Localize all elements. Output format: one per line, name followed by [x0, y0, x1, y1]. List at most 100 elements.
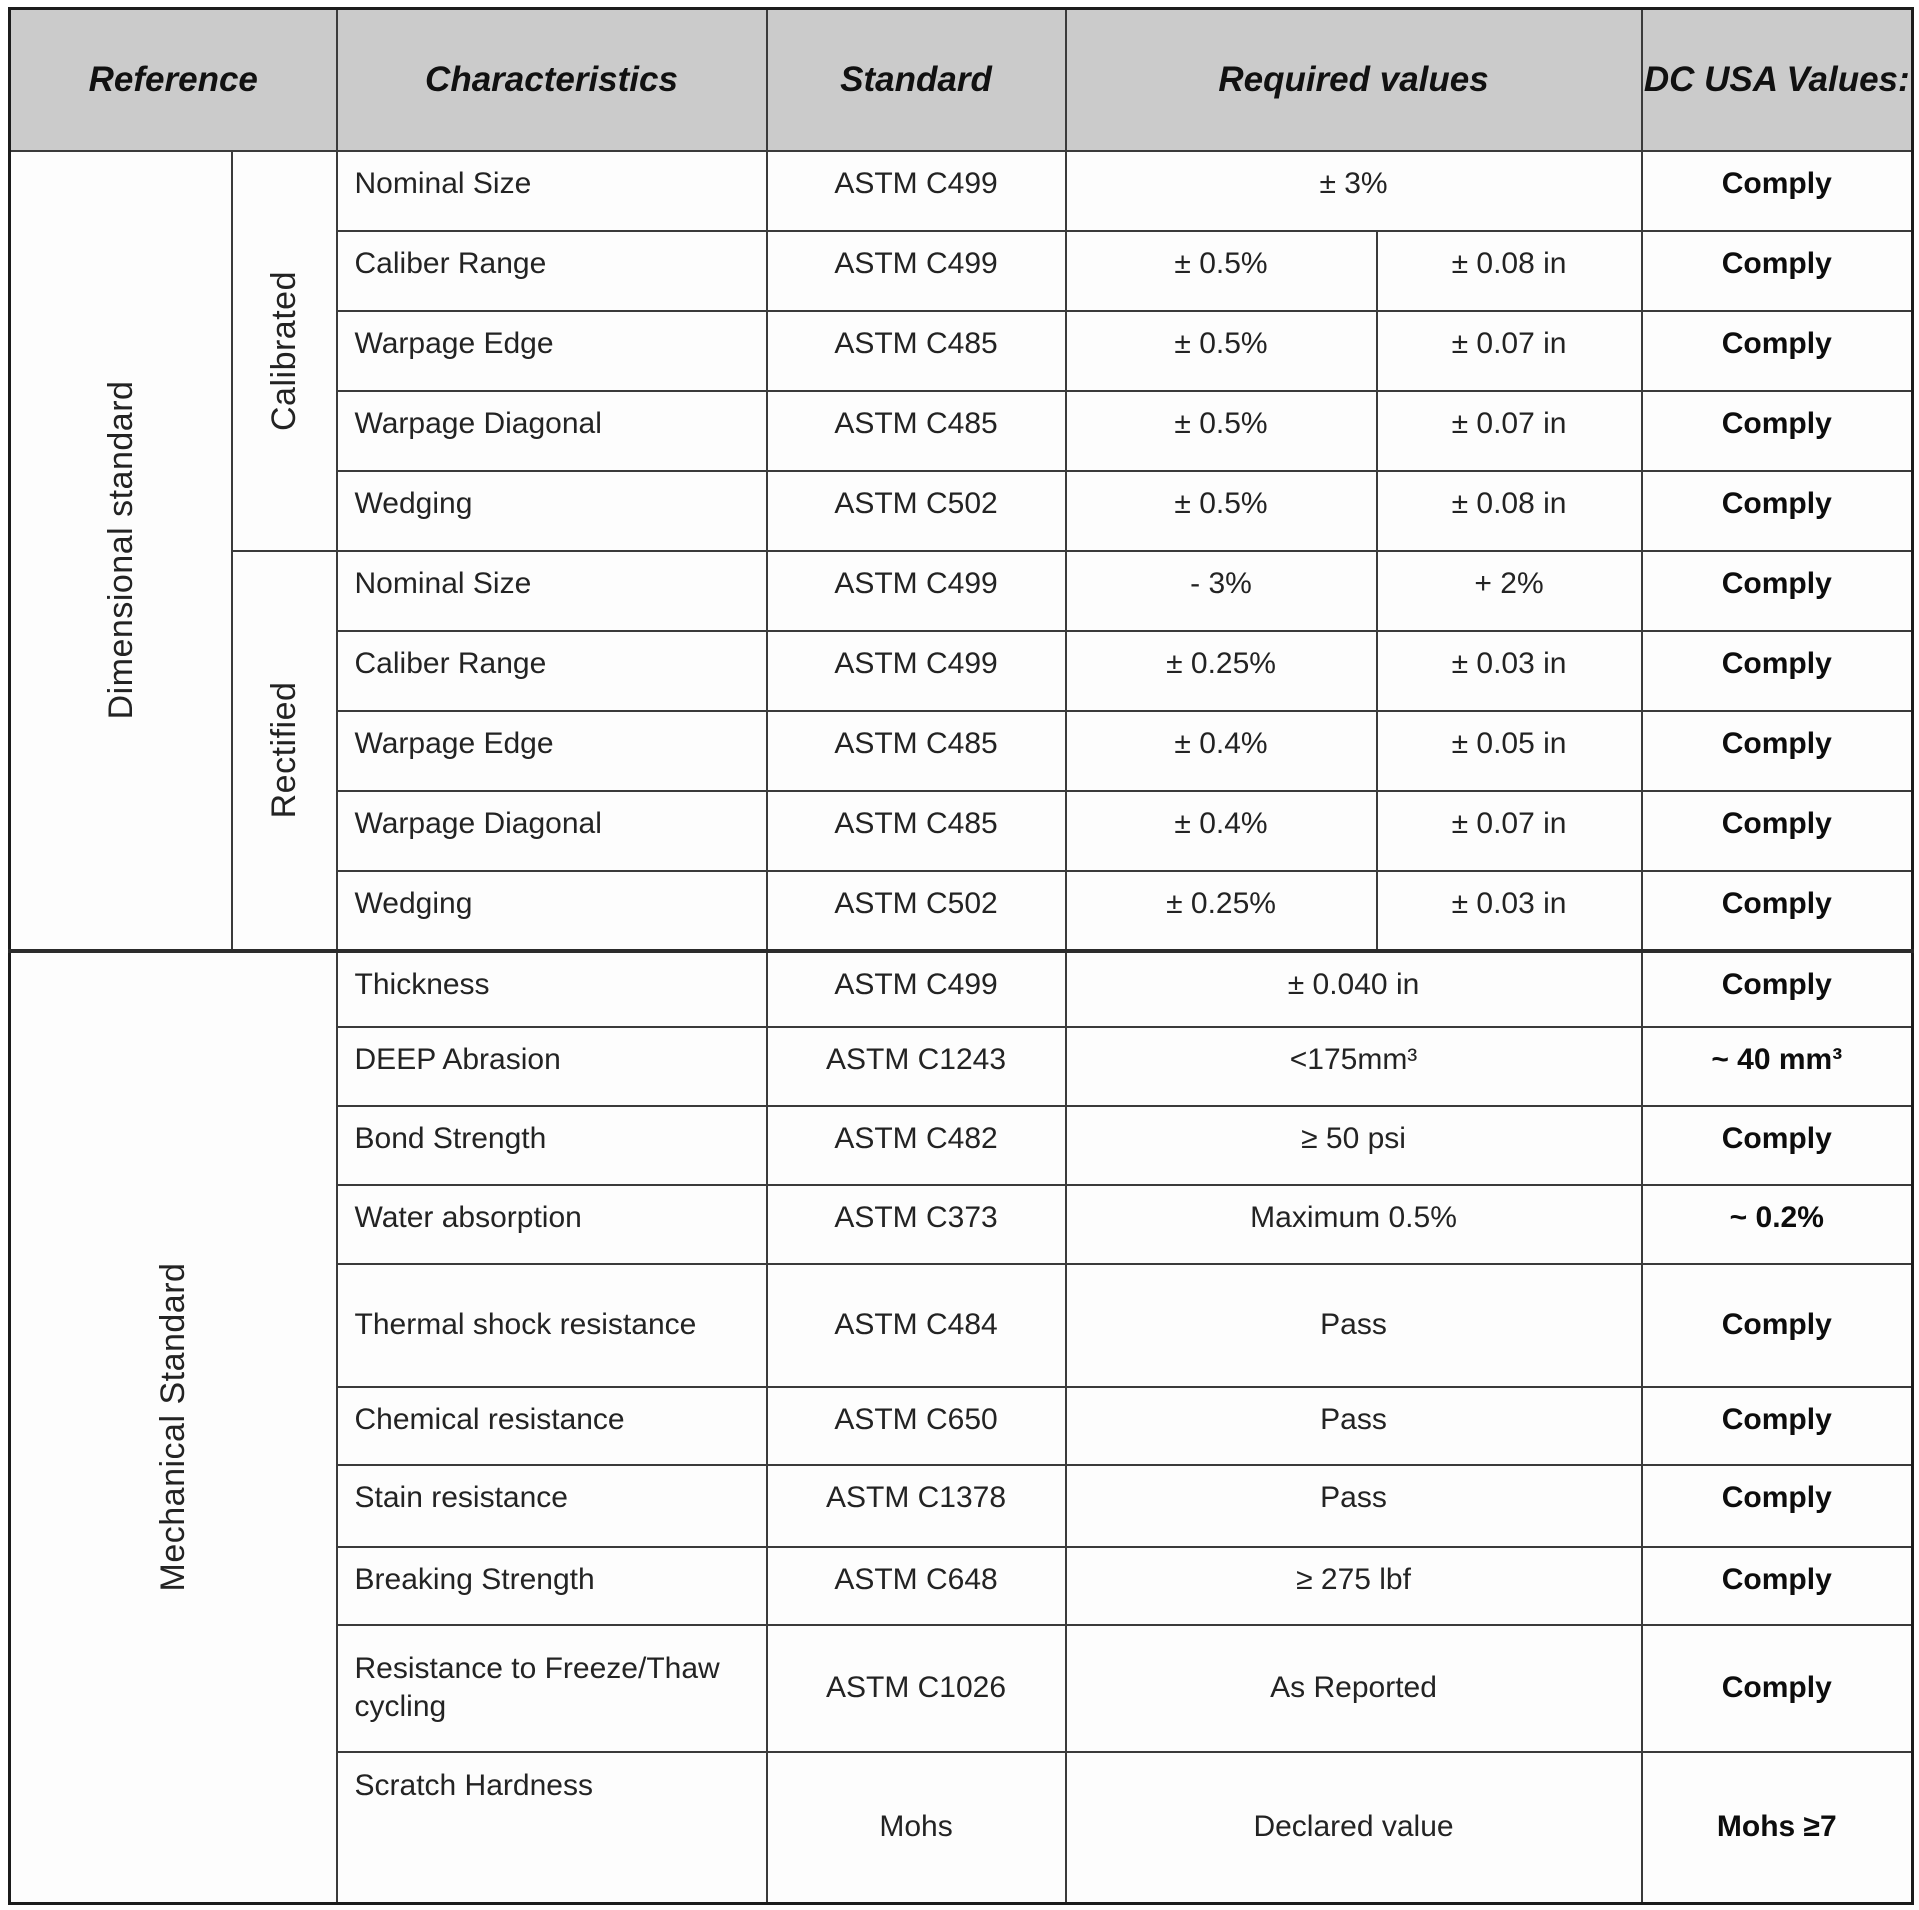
- table-row: Wedging ASTM C502 ± 0.25% ± 0.03 in Comp…: [10, 869, 1914, 952]
- standard-cell: ASTM C482: [765, 1104, 1067, 1186]
- table-row: Wedging ASTM C502 ± 0.5% ± 0.08 in Compl…: [10, 469, 1914, 552]
- column-header-standard: Standard: [765, 7, 1067, 152]
- standard-cell: ASTM C499: [765, 149, 1067, 232]
- required-value-cell: ± 0.040 in: [1064, 948, 1643, 1028]
- standard-cell: ASTM C499: [765, 948, 1067, 1028]
- required-value-cell: Pass: [1064, 1385, 1643, 1466]
- characteristic-cell: Caliber Range: [335, 629, 768, 712]
- dc-usa-value-cell: Comply: [1640, 1623, 1914, 1753]
- required-value-cell: ± 0.4%: [1064, 789, 1378, 872]
- dc-usa-value-cell: Comply: [1640, 1545, 1914, 1626]
- required-value-cell: ± 0.5%: [1064, 309, 1378, 392]
- table-row: Resistance to Freeze/Thaw cycling ASTM C…: [10, 1623, 1914, 1753]
- table-row: Chemical resistance ASTM C650 Pass Compl…: [10, 1385, 1914, 1466]
- table-row: Bond Strength ASTM C482 ≥ 50 psi Comply: [10, 1104, 1914, 1186]
- table-row: Dimensional standard Calibrated Nominal …: [8, 149, 1914, 952]
- required-value-cell: ± 3%: [1064, 149, 1643, 232]
- column-header-required-values: Required values: [1064, 7, 1643, 152]
- characteristic-cell: Warpage Diagonal: [335, 789, 768, 872]
- dc-usa-value-cell: Comply: [1640, 948, 1914, 1028]
- characteristic-cell: Warpage Edge: [335, 709, 768, 792]
- standard-cell: ASTM C502: [765, 469, 1067, 552]
- characteristic-cell: Warpage Edge: [335, 309, 768, 392]
- required-value-cell: ± 0.08 in: [1375, 469, 1643, 552]
- dc-usa-value-cell: Comply: [1640, 549, 1914, 632]
- section-label-cell-dimensional: Dimensional standard: [8, 149, 233, 952]
- characteristic-cell: Thickness: [335, 948, 768, 1028]
- standard-cell: ASTM C1026: [765, 1623, 1067, 1753]
- table-row: Water absorption ASTM C373 Maximum 0.5% …: [10, 1183, 1914, 1265]
- dc-usa-value-cell: Comply: [1640, 1104, 1914, 1186]
- required-value-cell: ± 0.5%: [1064, 229, 1378, 312]
- table-row: DEEP Abrasion ASTM C1243 <175mm³ ~ 40 mm…: [10, 1025, 1914, 1107]
- dc-usa-value-cell: Comply: [1640, 869, 1914, 952]
- required-value-cell: As Reported: [1064, 1623, 1643, 1753]
- characteristic-cell: Resistance to Freeze/Thaw cycling: [335, 1623, 768, 1753]
- characteristic-cell: Chemical resistance: [335, 1385, 768, 1466]
- compliance-table: Reference Characteristics Standard Requi…: [8, 7, 1915, 1905]
- dc-usa-value-cell: Comply: [1640, 389, 1914, 472]
- table-row: Mechanical Standard Thickness ASTM C499 …: [8, 948, 1914, 1905]
- column-header-characteristics: Characteristics: [335, 7, 768, 152]
- standard-cell: ASTM C484: [765, 1262, 1067, 1388]
- dc-usa-value-cell: Comply: [1640, 1262, 1914, 1388]
- required-value-cell: ± 0.07 in: [1375, 789, 1643, 872]
- dc-usa-value-cell: Comply: [1640, 229, 1914, 312]
- dc-usa-value-cell: Comply: [1640, 309, 1914, 392]
- dc-usa-value-cell: ~ 40 mm³: [1640, 1025, 1914, 1107]
- characteristic-cell: Water absorption: [335, 1183, 768, 1265]
- required-value-cell: ± 0.5%: [1064, 469, 1378, 552]
- standard-cell: ASTM C1243: [765, 1025, 1067, 1107]
- table-row: Thermal shock resistance ASTM C484 Pass …: [10, 1262, 1914, 1388]
- dc-usa-value-cell: Comply: [1640, 709, 1914, 792]
- header-row: Reference Characteristics Standard Requi…: [8, 7, 1914, 152]
- standard-cell: ASTM C499: [765, 229, 1067, 312]
- standard-cell: ASTM C650: [765, 1385, 1067, 1466]
- characteristic-cell: Wedging: [335, 869, 768, 952]
- table-row: Scratch Hardness Mohs Declared value Moh…: [10, 1750, 1914, 1905]
- table-row: Caliber Range ASTM C499 ± 0.25% ± 0.03 i…: [10, 629, 1914, 712]
- standard-cell: ASTM C648: [765, 1545, 1067, 1626]
- required-value-cell: ± 0.03 in: [1375, 869, 1643, 952]
- characteristic-cell: Scratch Hardness: [335, 1750, 768, 1905]
- table-row: Rectified Nominal Size ASTM C499 - 3% + …: [10, 549, 1914, 952]
- characteristic-cell: Thermal shock resistance: [335, 1262, 768, 1388]
- required-value-cell: + 2%: [1375, 549, 1643, 632]
- characteristic-cell: Breaking Strength: [335, 1545, 768, 1626]
- dc-usa-value-cell: Comply: [1640, 149, 1914, 232]
- standard-cell: ASTM C485: [765, 789, 1067, 872]
- dc-usa-value-cell: Comply: [1640, 789, 1914, 872]
- characteristic-cell: DEEP Abrasion: [335, 1025, 768, 1107]
- required-value-cell: Maximum 0.5%: [1064, 1183, 1643, 1265]
- characteristic-cell: Warpage Diagonal: [335, 389, 768, 472]
- section-label-mechanical: Mechanical Standard: [154, 1262, 193, 1592]
- required-value-cell: ± 0.25%: [1064, 629, 1378, 712]
- standard-cell: ASTM C485: [765, 309, 1067, 392]
- dc-usa-value-cell: Mohs ≥7: [1640, 1750, 1914, 1905]
- standard-cell: ASTM C1378: [765, 1463, 1067, 1548]
- characteristic-cell: Stain resistance: [335, 1463, 768, 1548]
- standard-cell: ASTM C499: [765, 549, 1067, 632]
- required-value-cell: - 3%: [1064, 549, 1378, 632]
- standard-cell: ASTM C499: [765, 629, 1067, 712]
- table-row: Stain resistance ASTM C1378 Pass Comply: [10, 1463, 1914, 1548]
- required-value-cell: Declared value: [1064, 1750, 1643, 1905]
- dc-usa-value-cell: Comply: [1640, 629, 1914, 712]
- required-value-cell: ± 0.07 in: [1375, 309, 1643, 392]
- required-value-cell: ± 0.03 in: [1375, 629, 1643, 712]
- standard-cell: ASTM C485: [765, 389, 1067, 472]
- required-value-cell: Pass: [1064, 1262, 1643, 1388]
- required-value-cell: ± 0.25%: [1064, 869, 1378, 952]
- required-value-cell: <175mm³: [1064, 1025, 1643, 1107]
- required-value-cell: ≥ 50 psi: [1064, 1104, 1643, 1186]
- table-row: Warpage Diagonal ASTM C485 ± 0.4% ± 0.07…: [10, 789, 1914, 872]
- section-label-cell-mechanical: Mechanical Standard: [8, 948, 338, 1905]
- required-value-cell: ≥ 275 lbf: [1064, 1545, 1643, 1626]
- characteristic-cell: Caliber Range: [335, 229, 768, 312]
- standard-cell: Mohs: [765, 1750, 1067, 1905]
- table-row: Breaking Strength ASTM C648 ≥ 275 lbf Co…: [10, 1545, 1914, 1626]
- group-label-cell-calibrated: Calibrated: [230, 149, 338, 552]
- characteristic-cell: Bond Strength: [335, 1104, 768, 1186]
- table-row: Caliber Range ASTM C499 ± 0.5% ± 0.08 in…: [10, 229, 1914, 312]
